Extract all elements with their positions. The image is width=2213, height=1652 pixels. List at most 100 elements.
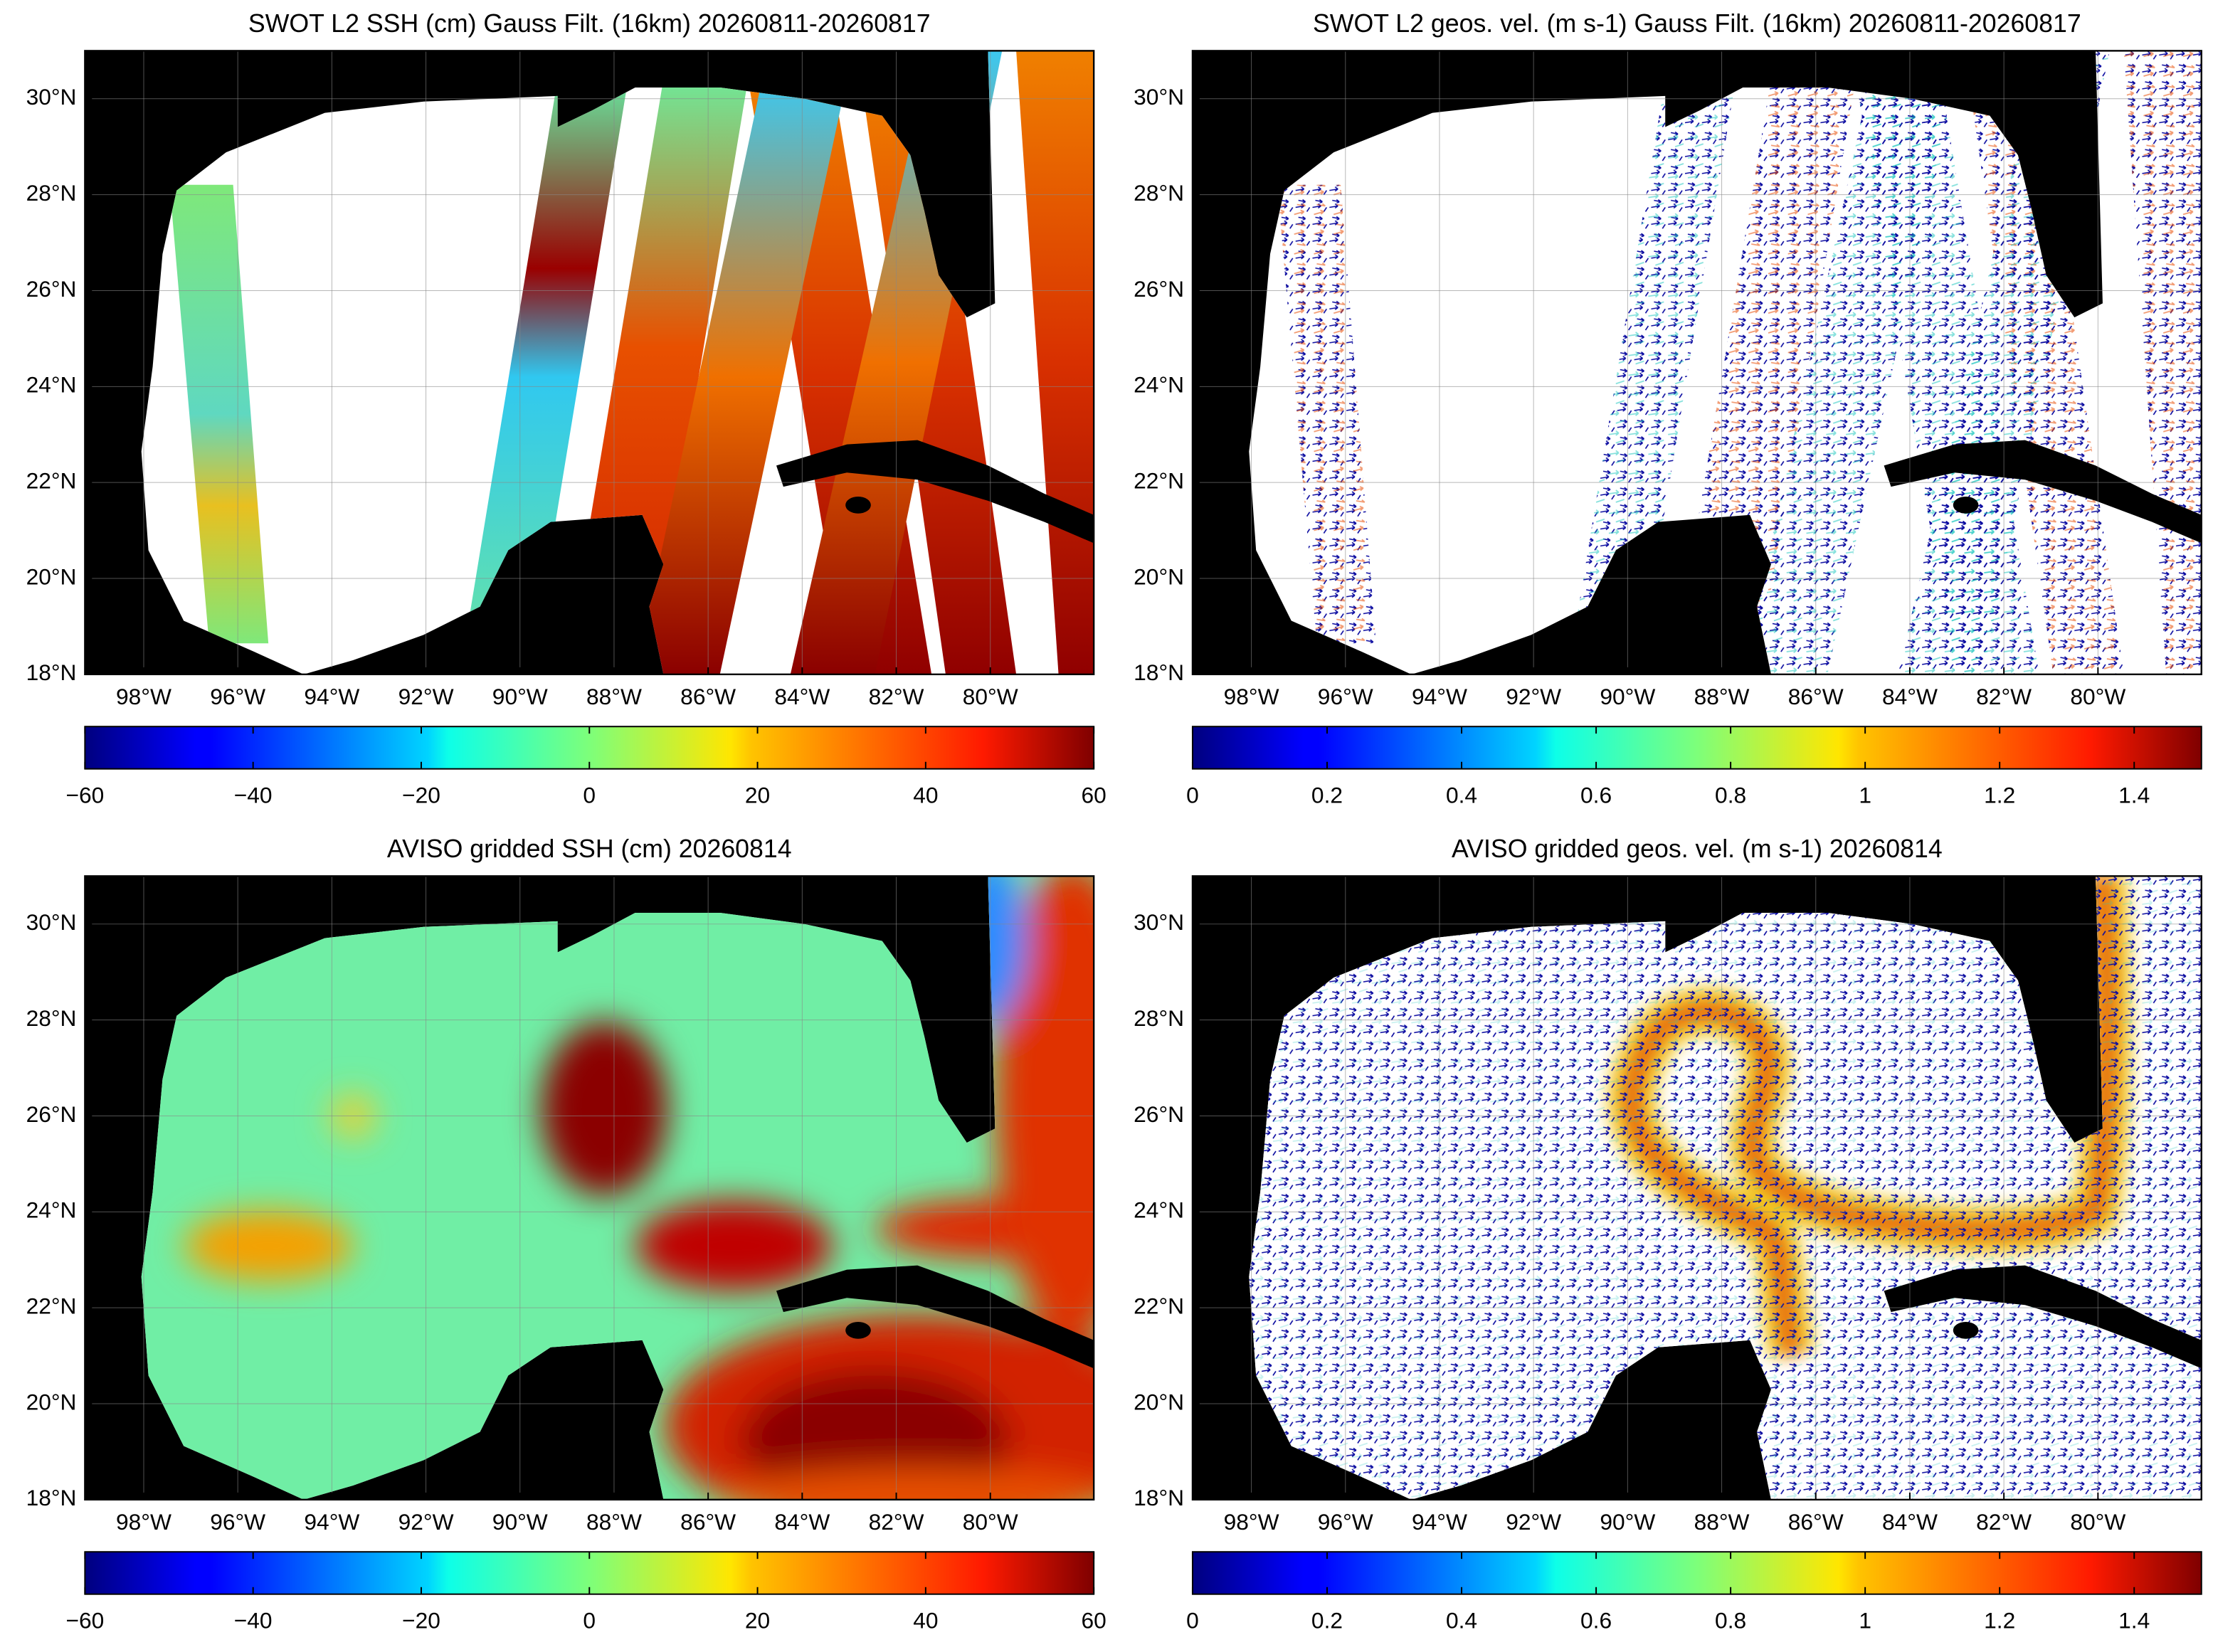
velocity-swath bbox=[1277, 184, 1376, 644]
isle-of-youth bbox=[845, 1321, 871, 1339]
ssh-swath bbox=[635, 79, 847, 674]
y-tick-label: 22°N bbox=[1134, 1293, 1184, 1319]
ssh-anomaly bbox=[719, 1468, 1094, 1500]
colorbar-tick-label: 0.8 bbox=[1715, 1608, 1746, 1634]
cuba bbox=[776, 440, 1094, 544]
y-tick-label: 28°N bbox=[26, 1005, 77, 1031]
ssh-anomaly bbox=[184, 1210, 354, 1281]
y-tick-label: 24°N bbox=[1134, 372, 1184, 398]
x-tick-label: 96°W bbox=[1318, 684, 1373, 709]
colorbar-tick-label: 0.8 bbox=[1715, 783, 1746, 808]
colorbar-tick-label: −40 bbox=[234, 783, 273, 808]
colorbar-tick-label: 0.2 bbox=[1311, 1608, 1343, 1634]
colorbar-tick-label: 0.2 bbox=[1311, 783, 1343, 808]
x-tick-label: 82°W bbox=[1976, 1509, 2032, 1535]
x-tick-label: 92°W bbox=[1506, 684, 1561, 709]
isle-of-youth bbox=[845, 496, 871, 514]
x-tick-label: 96°W bbox=[210, 684, 265, 709]
y-tick-label: 20°N bbox=[1134, 1389, 1184, 1414]
ssh-anomaly bbox=[540, 1021, 668, 1197]
x-tick-label: 90°W bbox=[492, 684, 548, 709]
map-panel bbox=[1192, 51, 2202, 674]
x-tick-label: 84°W bbox=[1882, 1509, 1938, 1535]
colorbar-tick-label: 40 bbox=[913, 1608, 938, 1634]
colorbar-tick-label: 1.4 bbox=[2118, 1608, 2150, 1634]
map-panel bbox=[85, 876, 1094, 1500]
x-tick-label: 82°W bbox=[869, 1509, 924, 1535]
x-tick-label: 92°W bbox=[398, 684, 454, 709]
x-tick-label: 98°W bbox=[1224, 684, 1279, 709]
map-frame bbox=[1191, 875, 2202, 1501]
x-tick-label: 88°W bbox=[1694, 684, 1750, 709]
cuba bbox=[1884, 440, 2202, 544]
y-tick-label: 26°N bbox=[26, 1101, 77, 1127]
x-tick-label: 90°W bbox=[1600, 684, 1655, 709]
x-tick-label: 92°W bbox=[1506, 1509, 1561, 1535]
map-frame bbox=[1191, 50, 2202, 676]
x-tick-label: 82°W bbox=[869, 684, 924, 709]
y-tick-label: 26°N bbox=[1134, 1101, 1184, 1127]
isle-of-youth bbox=[1953, 496, 1979, 514]
colorbar-tick-label: 0.4 bbox=[1446, 1608, 1477, 1634]
ssh-swath bbox=[468, 79, 628, 621]
colorbar-tick-label: 1 bbox=[1859, 1608, 1871, 1634]
y-tick-label: 18°N bbox=[1134, 660, 1184, 685]
x-tick-label: 86°W bbox=[1788, 684, 1844, 709]
x-tick-label: 80°W bbox=[2070, 1509, 2125, 1535]
y-tick-label: 30°N bbox=[26, 909, 77, 935]
map-frame bbox=[84, 50, 1095, 676]
cuba bbox=[776, 1265, 1094, 1369]
velocity-swath bbox=[1743, 79, 1955, 674]
y-tick-label: 20°N bbox=[1134, 563, 1184, 589]
x-tick-label: 94°W bbox=[304, 1509, 359, 1535]
x-tick-label: 92°W bbox=[398, 1509, 454, 1535]
colorbar-tick-label: 20 bbox=[745, 1608, 770, 1634]
x-tick-label: 80°W bbox=[963, 1509, 1018, 1535]
y-tick-label: 30°N bbox=[1134, 84, 1184, 110]
colorbar-tick-label: 0 bbox=[583, 1608, 596, 1634]
colorbar-tick-label: 0.6 bbox=[1580, 1608, 1612, 1634]
colorbar-tick-label: −40 bbox=[234, 1608, 273, 1634]
x-tick-label: 84°W bbox=[774, 684, 830, 709]
x-tick-label: 96°W bbox=[210, 1509, 265, 1535]
x-tick-label: 82°W bbox=[1976, 684, 2032, 709]
colorbar-tick-label: 0.6 bbox=[1580, 783, 1612, 808]
panel-title: SWOT L2 SSH (cm) Gauss Filt. (16km) 2026… bbox=[248, 9, 931, 38]
x-tick-label: 94°W bbox=[1412, 1509, 1467, 1535]
colorbar bbox=[1191, 726, 2202, 770]
y-tick-label: 22°N bbox=[26, 1293, 77, 1319]
x-tick-label: 90°W bbox=[492, 1509, 548, 1535]
colorbar-tick-label: 1.2 bbox=[1984, 783, 2015, 808]
map-panel bbox=[85, 51, 1094, 674]
y-tick-label: 30°N bbox=[26, 84, 77, 110]
y-tick-label: 26°N bbox=[26, 276, 77, 302]
y-tick-label: 24°N bbox=[26, 372, 77, 398]
x-tick-label: 86°W bbox=[1788, 1509, 1844, 1535]
colorbar-tick-label: −20 bbox=[402, 1608, 440, 1634]
x-tick-label: 84°W bbox=[1882, 684, 1938, 709]
x-tick-label: 88°W bbox=[586, 684, 642, 709]
panel-title: AVISO gridded geos. vel. (m s-1) 2026081… bbox=[1452, 835, 1943, 863]
colorbar bbox=[1191, 1551, 2202, 1595]
panel-title: AVISO gridded SSH (cm) 20260814 bbox=[387, 835, 792, 863]
y-tick-label: 18°N bbox=[26, 1485, 77, 1510]
x-tick-label: 90°W bbox=[1600, 1509, 1655, 1535]
y-tick-label: 24°N bbox=[26, 1197, 77, 1223]
isle-of-youth bbox=[1953, 1321, 1979, 1339]
x-tick-label: 98°W bbox=[116, 684, 171, 709]
x-tick-label: 86°W bbox=[680, 1509, 736, 1535]
colorbar-tick-label: 1.2 bbox=[1984, 1608, 2015, 1634]
ssh-swath bbox=[169, 184, 269, 644]
cuba bbox=[1884, 1265, 2202, 1369]
colorbar-tick-label: 0 bbox=[1186, 1608, 1199, 1634]
ssh-anomaly bbox=[995, 876, 1094, 1342]
colorbar-tick-label: −60 bbox=[65, 783, 104, 808]
x-tick-label: 84°W bbox=[774, 1509, 830, 1535]
y-tick-label: 20°N bbox=[26, 563, 77, 589]
panel-title: SWOT L2 geos. vel. (m s-1) Gauss Filt. (… bbox=[1313, 9, 2081, 38]
y-tick-label: 28°N bbox=[26, 180, 77, 206]
x-tick-label: 94°W bbox=[1412, 684, 1467, 709]
colorbar-tick-label: 20 bbox=[745, 783, 770, 808]
x-tick-label: 94°W bbox=[304, 684, 359, 709]
